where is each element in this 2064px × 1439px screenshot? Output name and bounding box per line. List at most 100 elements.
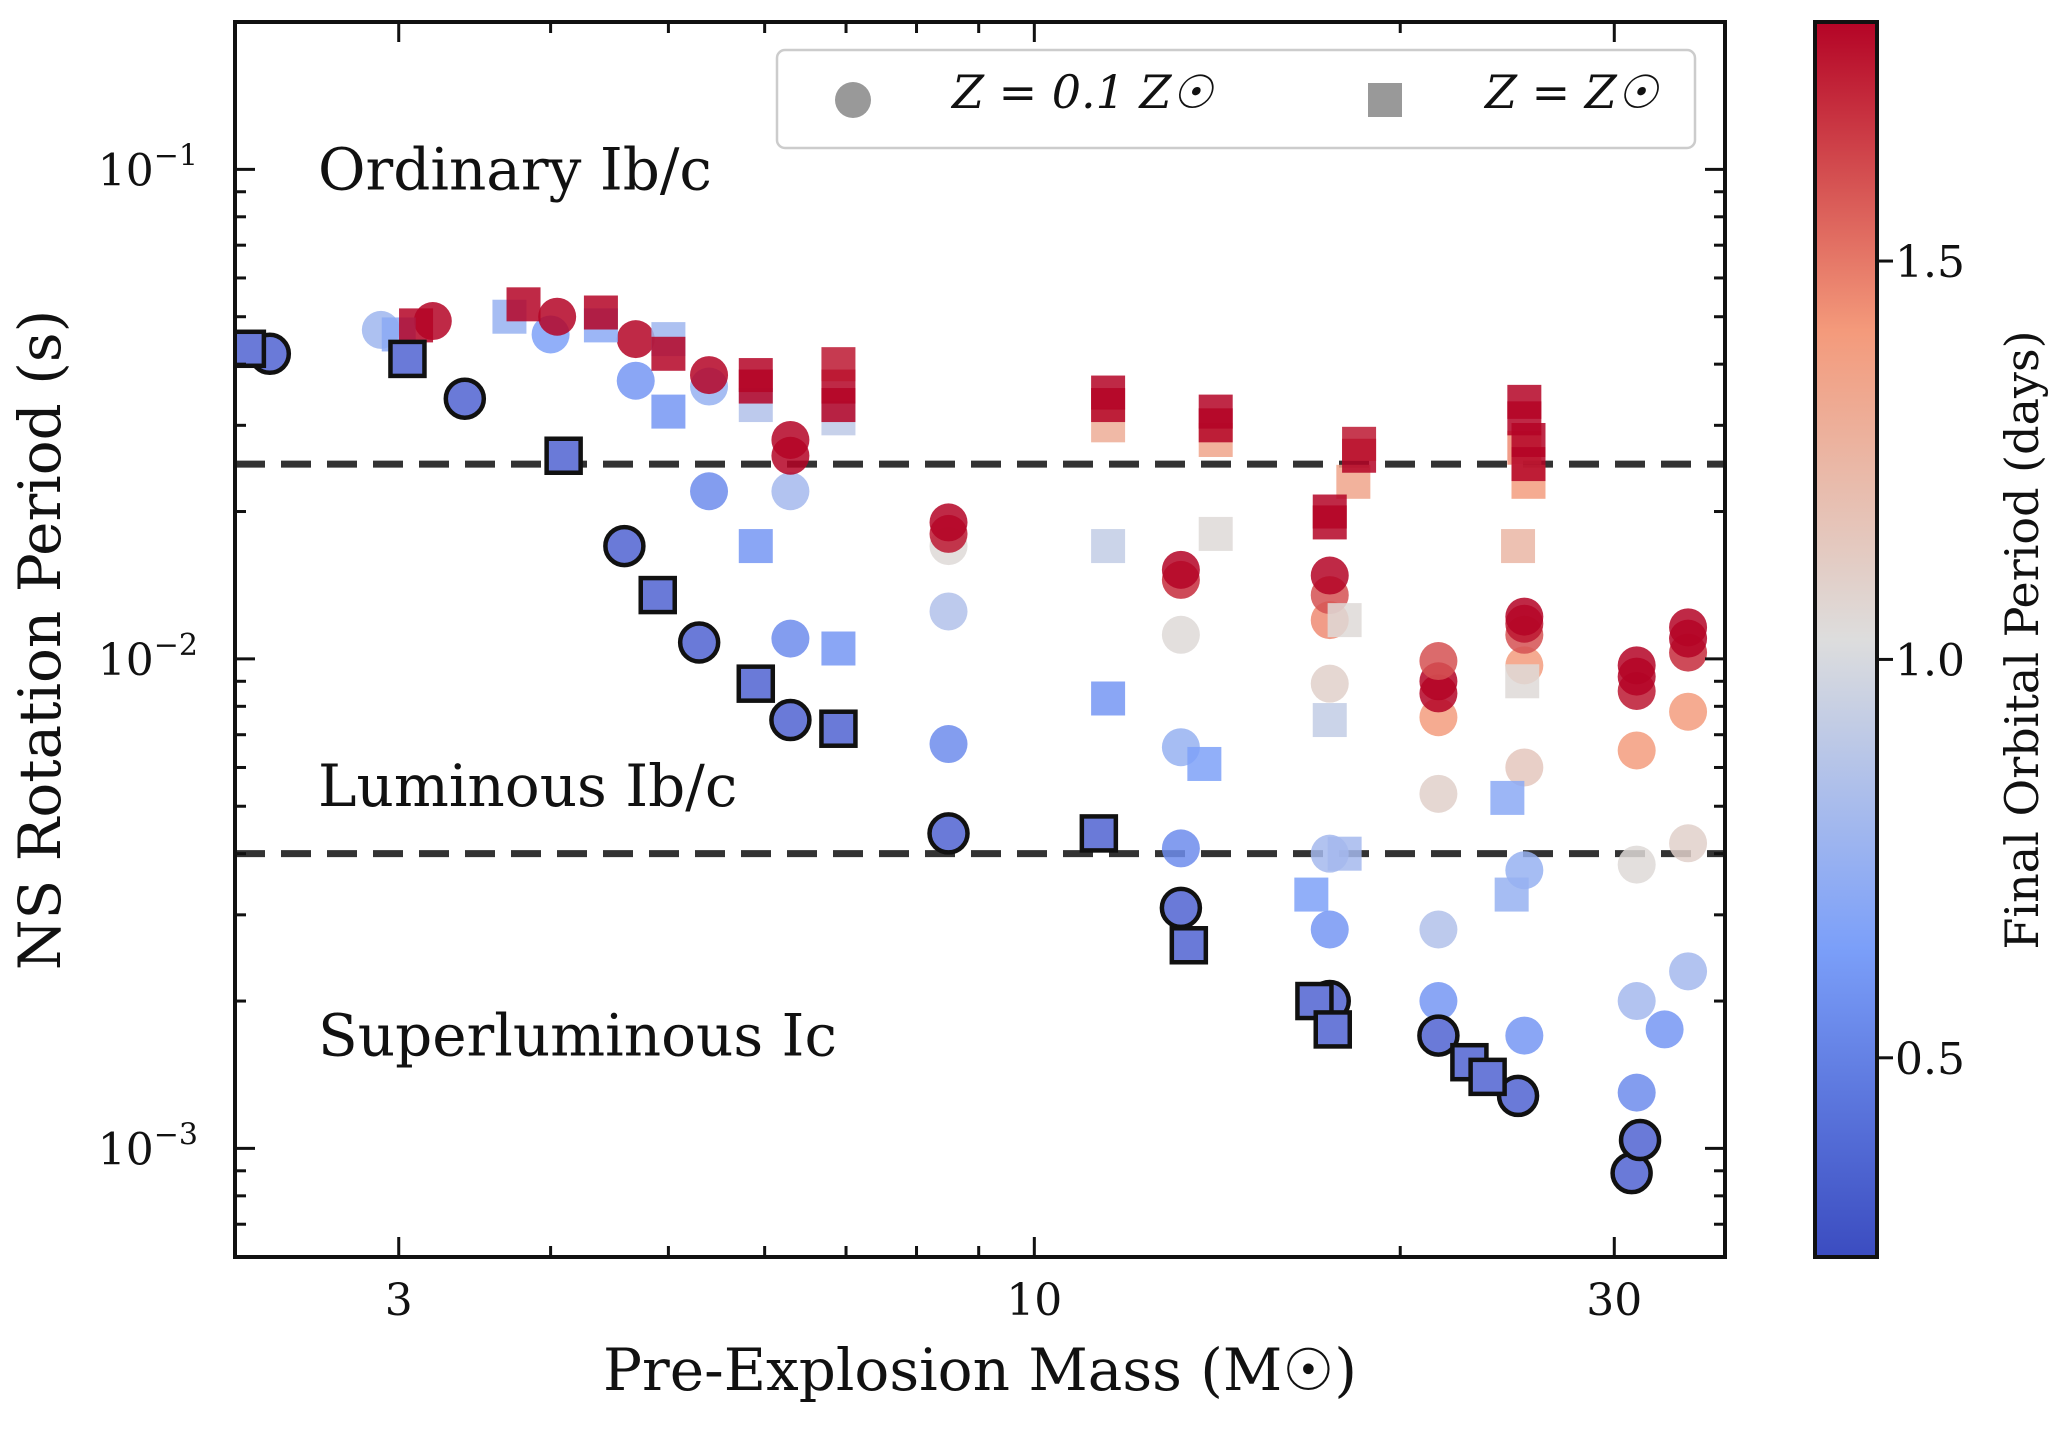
point-circle xyxy=(1161,550,1200,589)
point-square xyxy=(1507,384,1542,419)
point-circle xyxy=(603,524,646,568)
threshold-lines xyxy=(235,460,1725,858)
point-circle xyxy=(1419,982,1458,1021)
point-square xyxy=(1079,814,1119,853)
point-circle xyxy=(1161,615,1200,654)
point-square xyxy=(1468,1057,1507,1097)
x-tick-label: 3 xyxy=(385,1275,413,1326)
point-square xyxy=(1501,529,1536,564)
point-circle xyxy=(771,619,810,658)
point-circle xyxy=(616,320,655,359)
point-circle xyxy=(1645,1010,1684,1049)
point-square xyxy=(544,436,583,475)
legend: Z = 0.1 Z☉ Z = Z☉ xyxy=(775,48,1697,150)
point-square xyxy=(388,339,427,379)
point-circle xyxy=(1669,608,1708,647)
region-label-1: Luminous Ib/c xyxy=(318,752,737,820)
point-circle xyxy=(1161,829,1200,868)
point-square xyxy=(1312,703,1347,738)
legend-circle-marker xyxy=(835,82,871,118)
point-circle xyxy=(1505,1016,1544,1055)
point-circle xyxy=(690,356,729,395)
point-square xyxy=(819,709,858,748)
point-circle xyxy=(538,297,577,336)
point-square xyxy=(1505,664,1540,699)
legend-label-low-z: Z = 0.1 Z☉ xyxy=(950,65,1214,119)
point-circle xyxy=(677,621,721,664)
point-circle xyxy=(1505,597,1544,636)
point-square xyxy=(399,308,434,343)
colorbar-ticks: 0.5 1.0 1.5 xyxy=(1877,237,1965,1085)
point-circle xyxy=(1669,952,1708,991)
point-circle xyxy=(1617,646,1656,685)
point-circle xyxy=(1417,1014,1460,1057)
point-circle xyxy=(1419,910,1458,949)
colorbar-tick-label: 1.5 xyxy=(1895,237,1965,288)
point-square xyxy=(651,394,686,429)
point-square xyxy=(1312,494,1347,529)
point-square xyxy=(1169,926,1209,965)
y-tick-label: 10−1 xyxy=(98,138,198,196)
point-circle xyxy=(1159,886,1203,930)
data-points xyxy=(235,287,1708,1195)
point-circle xyxy=(443,377,487,420)
region-labels: Ordinary Ib/c Luminous Ib/c Superluminous … xyxy=(318,135,837,1069)
tick-labels: 3 10 30 10−1 10−2 10−3 xyxy=(98,138,1643,1326)
point-circle xyxy=(929,592,968,631)
point-square xyxy=(1198,516,1233,551)
point-circle xyxy=(1617,845,1656,884)
point-square xyxy=(1490,780,1525,815)
region-label-2: Superluminous Ic xyxy=(318,1002,837,1070)
y-tick-label: 10−3 xyxy=(98,1117,198,1175)
point-square xyxy=(583,295,618,330)
point-circle xyxy=(1617,982,1656,1021)
point-circle xyxy=(769,698,812,742)
point-circle xyxy=(690,472,729,511)
point-square xyxy=(1327,603,1362,638)
point-square xyxy=(506,287,541,322)
point-circle xyxy=(1669,824,1708,863)
point-circle xyxy=(1618,1118,1662,1162)
point-circle xyxy=(616,361,655,400)
point-circle xyxy=(1419,642,1458,681)
point-square xyxy=(738,358,773,393)
point-circle xyxy=(929,725,968,764)
point-circle xyxy=(929,503,968,542)
legend-square-marker xyxy=(1368,83,1402,117)
point-circle xyxy=(1310,556,1349,595)
point-square xyxy=(821,347,856,382)
point-circle xyxy=(1617,731,1656,770)
colorbar-title: Final Orbital Period (days) xyxy=(1995,330,2049,949)
point-circle xyxy=(771,420,810,459)
colorbar: 0.5 1.0 1.5 Final Orbital Period (days) xyxy=(1813,20,2049,1259)
x-tick-label: 30 xyxy=(1586,1275,1642,1326)
point-square xyxy=(235,329,267,369)
point-square xyxy=(1091,681,1126,716)
point-circle xyxy=(1310,664,1349,703)
point-square xyxy=(1494,877,1529,912)
point-square xyxy=(738,529,773,564)
colorbar-tick-label: 0.5 xyxy=(1895,1034,1965,1085)
point-square xyxy=(1187,746,1222,781)
point-circle xyxy=(771,472,810,511)
point-circle xyxy=(1617,1073,1656,1112)
point-square xyxy=(1294,877,1329,912)
point-square xyxy=(1313,1010,1353,1049)
colorbar-tick-label: 1.0 xyxy=(1895,635,1965,686)
point-square xyxy=(651,336,686,371)
axis-ticks xyxy=(235,20,1725,1259)
point-circle xyxy=(927,812,970,855)
y-tick-label: 10−2 xyxy=(98,628,198,686)
point-circle xyxy=(1669,692,1708,731)
point-circle xyxy=(1419,774,1458,813)
x-tick-label: 10 xyxy=(1006,1275,1062,1326)
point-square xyxy=(1091,529,1126,564)
point-square xyxy=(638,575,677,615)
y-axis-title: NS Rotation Period (s) xyxy=(6,310,74,971)
point-circle xyxy=(1310,910,1349,949)
point-square xyxy=(1091,375,1126,410)
point-square xyxy=(736,664,776,703)
point-square xyxy=(1327,836,1362,871)
colorbar-gradient xyxy=(1813,20,1879,1259)
